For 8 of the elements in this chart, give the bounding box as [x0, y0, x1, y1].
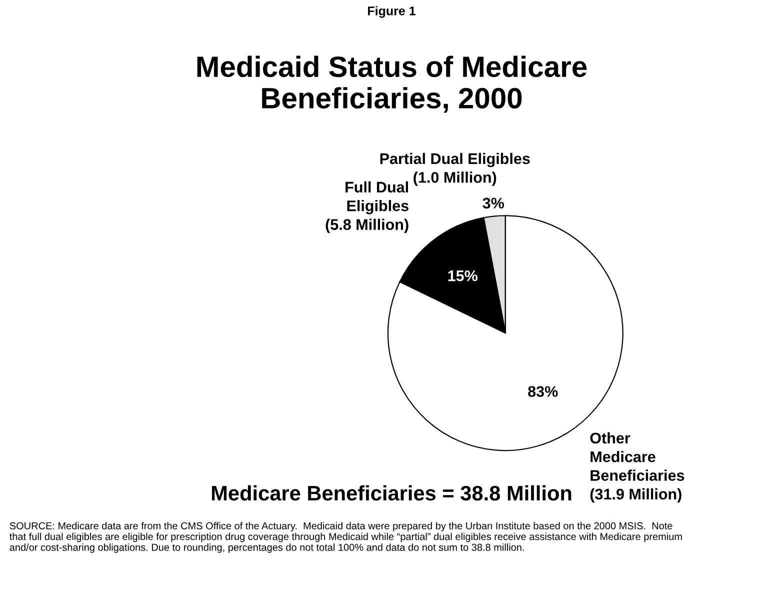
chart-subtitle: Figure 1	[368, 6, 416, 18]
source-note: SOURCE: Medicare data are from the CMS Office of the Actuary. Medicaid data were prepared by the Urban Institute based on the 2000 MSIS. Note that full dual eligibles are eligible for prescription drug coverage through Medicaid while “partial” dual eligibles receive assistance with Medicare premium and/or cost-sharing obligations. Due to rounding, percentages do not total 100% and data do not sum to 38.8 million.	[10, 522, 682, 553]
text: Medicare Beneficiaries = 38.8 Million	[212, 485, 572, 501]
slice-label: Other Medicare Beneficiaries (31.9 Million)	[590, 432, 684, 503]
data-label: 83%	[528, 386, 558, 397]
data-label: 3%	[482, 198, 504, 209]
chart-title: Medicaid Status of Medicare Beneficiaries, 2000	[197, 56, 587, 113]
data-label: 15%	[448, 270, 478, 282]
